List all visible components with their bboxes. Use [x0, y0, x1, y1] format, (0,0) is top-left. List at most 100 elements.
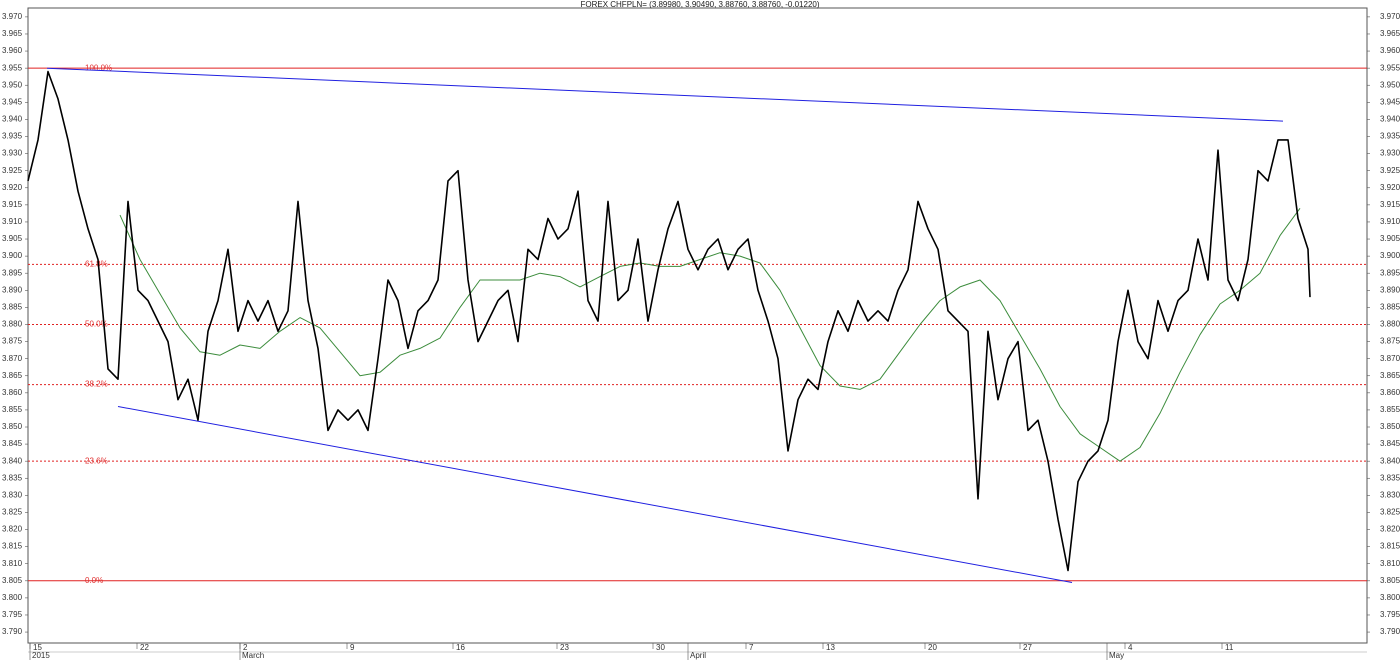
price-line — [27, 70, 1311, 572]
y-tick-label: 3.825 — [1380, 508, 1400, 517]
y-tick-label: 3.940 — [1380, 115, 1400, 124]
y-tick-label: 3.800 — [1380, 593, 1400, 602]
y-tick-label: 3.870 — [2, 354, 23, 363]
y-tick-label: 3.805 — [2, 576, 23, 585]
y-tick-label: 3.895 — [2, 268, 23, 277]
y-tick-label: 3.840 — [1380, 456, 1400, 465]
plot-frame — [27, 7, 1368, 644]
y-tick-label: 3.795 — [1380, 610, 1400, 619]
x-tick-label: 9 — [350, 643, 355, 652]
y-tick-label: 3.800 — [2, 593, 23, 602]
x-tick-label: 27 — [1023, 643, 1032, 652]
x-tick-label: 7 — [749, 643, 754, 652]
fib-level-label: 0.0% — [85, 576, 103, 585]
y-tick-label: 3.945 — [1380, 97, 1400, 106]
y-tick-label: 3.955 — [2, 63, 23, 72]
y-tick-label: 3.860 — [2, 388, 23, 397]
y-tick-label: 3.905 — [1380, 234, 1400, 243]
y-tick-label: 3.890 — [2, 285, 23, 294]
y-tick-label: 3.870 — [1380, 354, 1400, 363]
fib-level-label: 100.0% — [85, 63, 112, 72]
y-tick-label: 3.850 — [2, 422, 23, 431]
x-tick-label: 2 — [243, 643, 248, 652]
y-tick-label: 3.830 — [1380, 490, 1400, 499]
y-tick-label: 3.930 — [1380, 149, 1400, 158]
y-tick-label: 3.895 — [1380, 268, 1400, 277]
y-tick-label: 3.840 — [2, 456, 23, 465]
y-tick-label: 3.885 — [1380, 302, 1400, 311]
y-tick-label: 3.835 — [1380, 473, 1400, 482]
x-tick-label: 15 — [33, 643, 42, 652]
y-tick-label: 3.790 — [1380, 627, 1400, 636]
y-tick-label: 3.910 — [1380, 217, 1400, 226]
x-tick-label: 23 — [560, 643, 569, 652]
y-tick-label: 3.875 — [1380, 337, 1400, 346]
trendline — [117, 406, 1073, 583]
y-tick-label: 3.815 — [1380, 542, 1400, 551]
y-tick-label: 3.845 — [1380, 439, 1400, 448]
y-tick-label: 3.810 — [1380, 559, 1400, 568]
y-tick-label: 3.970 — [2, 12, 23, 21]
y-tick-label: 3.900 — [1380, 251, 1400, 260]
y-tick-label: 3.875 — [2, 337, 23, 346]
y-tick-label: 3.835 — [2, 473, 23, 482]
fib-level-label: 50.0% — [85, 320, 108, 329]
price-line — [119, 208, 1301, 462]
y-tick-label: 3.915 — [1380, 200, 1400, 209]
y-tick-label: 3.820 — [2, 525, 23, 534]
y-tick-label: 3.825 — [2, 508, 23, 517]
y-tick-label: 3.865 — [1380, 371, 1400, 380]
period-label: 2015 — [32, 651, 50, 660]
y-tick-label: 3.815 — [2, 542, 23, 551]
fib-level-label: 61.8% — [85, 259, 108, 268]
y-tick-label: 3.810 — [2, 559, 23, 568]
period-label: March — [242, 651, 264, 660]
y-tick-label: 3.865 — [2, 371, 23, 380]
x-tick-label: 30 — [656, 643, 665, 652]
y-tick-label: 3.805 — [1380, 576, 1400, 585]
y-tick-label: 3.790 — [2, 627, 23, 636]
y-tick-label: 3.880 — [2, 320, 23, 329]
x-tick-label: 16 — [456, 643, 465, 652]
period-label: May — [1109, 651, 1124, 660]
y-tick-label: 3.935 — [2, 132, 23, 141]
y-tick-label: 3.965 — [2, 29, 23, 38]
y-tick-label: 3.885 — [2, 302, 23, 311]
x-tick-label: 20 — [928, 643, 937, 652]
y-tick-label: 3.920 — [2, 183, 23, 192]
y-tick-label: 3.900 — [2, 251, 23, 260]
y-tick-label: 3.830 — [2, 490, 23, 499]
chart-title: FOREX CHFPLN= (3.89980, 3.90490, 3.88760… — [580, 0, 819, 9]
trendline — [46, 67, 1284, 122]
y-tick-label: 3.795 — [2, 610, 23, 619]
y-tick-label: 3.945 — [2, 97, 23, 106]
x-tick-label: 22 — [140, 643, 149, 652]
y-tick-label: 3.925 — [2, 166, 23, 175]
y-tick-label: 3.905 — [2, 234, 23, 243]
fib-level-label: 38.2% — [85, 380, 108, 389]
y-tick-label: 3.920 — [1380, 183, 1400, 192]
y-tick-label: 3.880 — [1380, 320, 1400, 329]
fib-level-label: 23.6% — [85, 456, 108, 465]
y-tick-label: 3.855 — [1380, 405, 1400, 414]
y-tick-label: 3.890 — [1380, 285, 1400, 294]
y-tick-label: 3.915 — [2, 200, 23, 209]
y-tick-label: 3.940 — [2, 115, 23, 124]
y-tick-label: 3.820 — [1380, 525, 1400, 534]
period-label: April — [690, 651, 706, 660]
x-tick-label: 13 — [826, 643, 835, 652]
y-tick-label: 3.935 — [1380, 132, 1400, 141]
y-tick-label: 3.950 — [1380, 80, 1400, 89]
y-tick-label: 3.970 — [1380, 12, 1400, 21]
x-tick-label: 11 — [1225, 643, 1234, 652]
y-tick-label: 3.910 — [2, 217, 23, 226]
y-tick-label: 3.960 — [1380, 46, 1400, 55]
y-tick-label: 3.930 — [2, 149, 23, 158]
y-tick-label: 3.860 — [1380, 388, 1400, 397]
y-tick-label: 3.950 — [2, 80, 23, 89]
y-tick-label: 3.855 — [2, 405, 23, 414]
y-tick-label: 3.965 — [1380, 29, 1400, 38]
y-tick-label: 3.845 — [2, 439, 23, 448]
